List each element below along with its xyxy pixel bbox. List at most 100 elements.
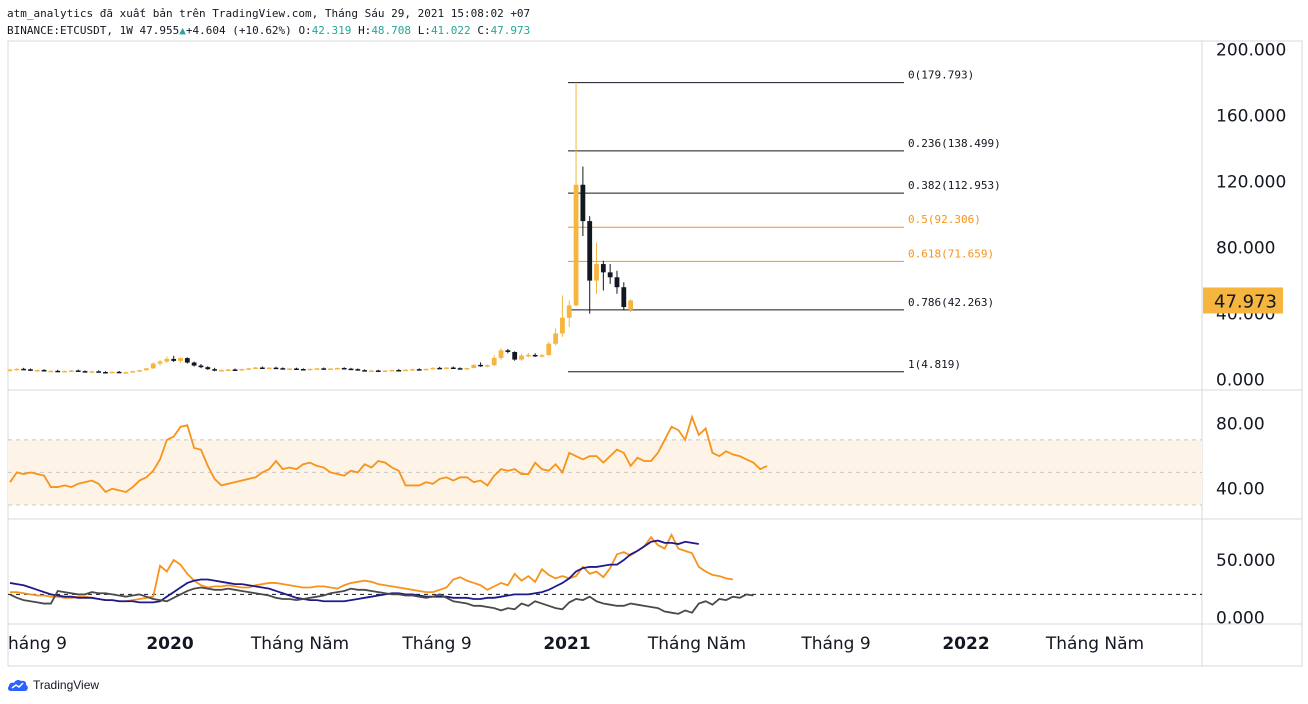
price-tick-label: 160.000 [1216, 106, 1286, 126]
candle-body [464, 368, 470, 370]
dmi-tick-label: 0.000 [1216, 608, 1265, 628]
candle-body [621, 287, 627, 308]
last-price-tag [1203, 287, 1283, 314]
candle-body [266, 367, 272, 370]
time-tick-label: Tháng Năm [1045, 634, 1144, 654]
candle-body [450, 367, 456, 370]
candle-body [382, 370, 388, 372]
candle-body [341, 368, 347, 370]
candle-body [403, 369, 408, 372]
price-tick-label: 80.000 [1216, 239, 1275, 259]
candle-body [171, 358, 177, 361]
candle-body [246, 368, 252, 370]
grey-series-line [9, 586, 754, 615]
fib-level-label: 0.236(138.499) [908, 137, 1001, 150]
candle-body [362, 370, 368, 372]
candle-body [369, 370, 374, 372]
candle-body [328, 368, 333, 371]
candle-body [321, 368, 327, 370]
symbol-label: BINANCE:ETCUSDT, 1W [7, 24, 133, 37]
candle-body [239, 368, 245, 371]
high-label: H: [358, 24, 372, 37]
candle-body [14, 368, 20, 371]
candle-body [55, 370, 61, 373]
candle-body [307, 368, 313, 371]
candle-body [300, 368, 306, 371]
dmi-tick-label: 50.000 [1216, 551, 1275, 571]
candle-body [34, 369, 40, 372]
candle-body [444, 367, 449, 370]
candle-body [41, 369, 47, 372]
candle-body [546, 343, 552, 356]
candle-body [164, 358, 170, 362]
candle-body [505, 350, 511, 352]
candle-body [48, 370, 54, 373]
last-price-label: 47.973 [1214, 291, 1277, 312]
candle-body [123, 372, 129, 374]
candle-body [89, 371, 95, 373]
candle-body [116, 371, 122, 374]
chart-frame [7, 40, 1303, 667]
open-value: 42.319 [311, 24, 352, 37]
candle-body [130, 371, 136, 373]
candle-body [423, 368, 429, 371]
candle-body [198, 365, 204, 368]
candle-body [553, 333, 558, 344]
blue-series-line [9, 539, 699, 604]
tradingview-logo[interactable]: TradingView [7, 678, 99, 692]
candle-body [437, 367, 443, 370]
candle-body [62, 370, 67, 373]
low-value: 41.022 [430, 24, 471, 37]
candle-body [573, 184, 579, 306]
candle-body [7, 369, 13, 372]
candle-body [82, 371, 88, 373]
price-pane[interactable]: 200.000160.000120.00080.00040.0000.0000(… [7, 40, 1287, 391]
dmi-pane[interactable]: 50.000 0.000 [8, 532, 1275, 628]
candle-body [96, 371, 102, 373]
rsi-line [9, 414, 768, 494]
candle-body [184, 358, 190, 363]
close-value: 47.955 [139, 24, 180, 37]
candle-body [498, 350, 504, 358]
candle-body [587, 221, 593, 281]
candle-body [512, 351, 518, 360]
cloud-icon [7, 679, 28, 691]
candle-body [539, 355, 545, 357]
open-label: O: [298, 24, 312, 37]
candle-body [212, 369, 217, 371]
time-tick-label: Tháng Năm [250, 634, 349, 654]
candle-body [157, 361, 163, 364]
time-axis[interactable]: háng 9 2020 Tháng Năm Tháng 9 2021 Tháng Năm T… [8, 634, 1144, 654]
candle-body [191, 362, 197, 366]
candle-body [355, 369, 361, 371]
time-tick-label: háng 9 [8, 634, 67, 654]
candle-body [280, 368, 286, 370]
candle-body [409, 369, 415, 371]
candle-body [21, 368, 27, 371]
ohlc-legend: BINANCE:ETCUSDT, 1W 47.955▲+4.604 (+10.6… [7, 24, 530, 37]
candle-body [109, 371, 115, 374]
candle-body [594, 264, 599, 281]
candle-body [375, 370, 381, 372]
price-tick-label: 200.000 [1216, 40, 1286, 60]
fib-level-label: 0.618(71.659) [908, 247, 994, 260]
rsi-pane[interactable]: 80.00 40.00 [8, 414, 1265, 506]
candle-body [150, 363, 156, 369]
candle-body [314, 368, 320, 370]
publish-text: atm_analytics đã xuất bản trên TradingVi… [7, 7, 531, 20]
candle-body [485, 365, 490, 367]
high-value: 48.708 [371, 24, 412, 37]
change-value: +4.604 (+10.62%) [185, 24, 292, 37]
low-label: L: [417, 24, 431, 37]
candle-body [600, 264, 606, 273]
candle-body [396, 369, 402, 372]
fib-level-label: 1(4.819) [908, 358, 961, 371]
candle-body [294, 368, 299, 371]
candle-body [253, 367, 258, 370]
candle-body [525, 354, 531, 357]
candle-body [532, 354, 538, 357]
candle-body [348, 368, 354, 371]
candle-body [628, 300, 634, 310]
close-ohlc-value: 47.973 [490, 24, 531, 37]
